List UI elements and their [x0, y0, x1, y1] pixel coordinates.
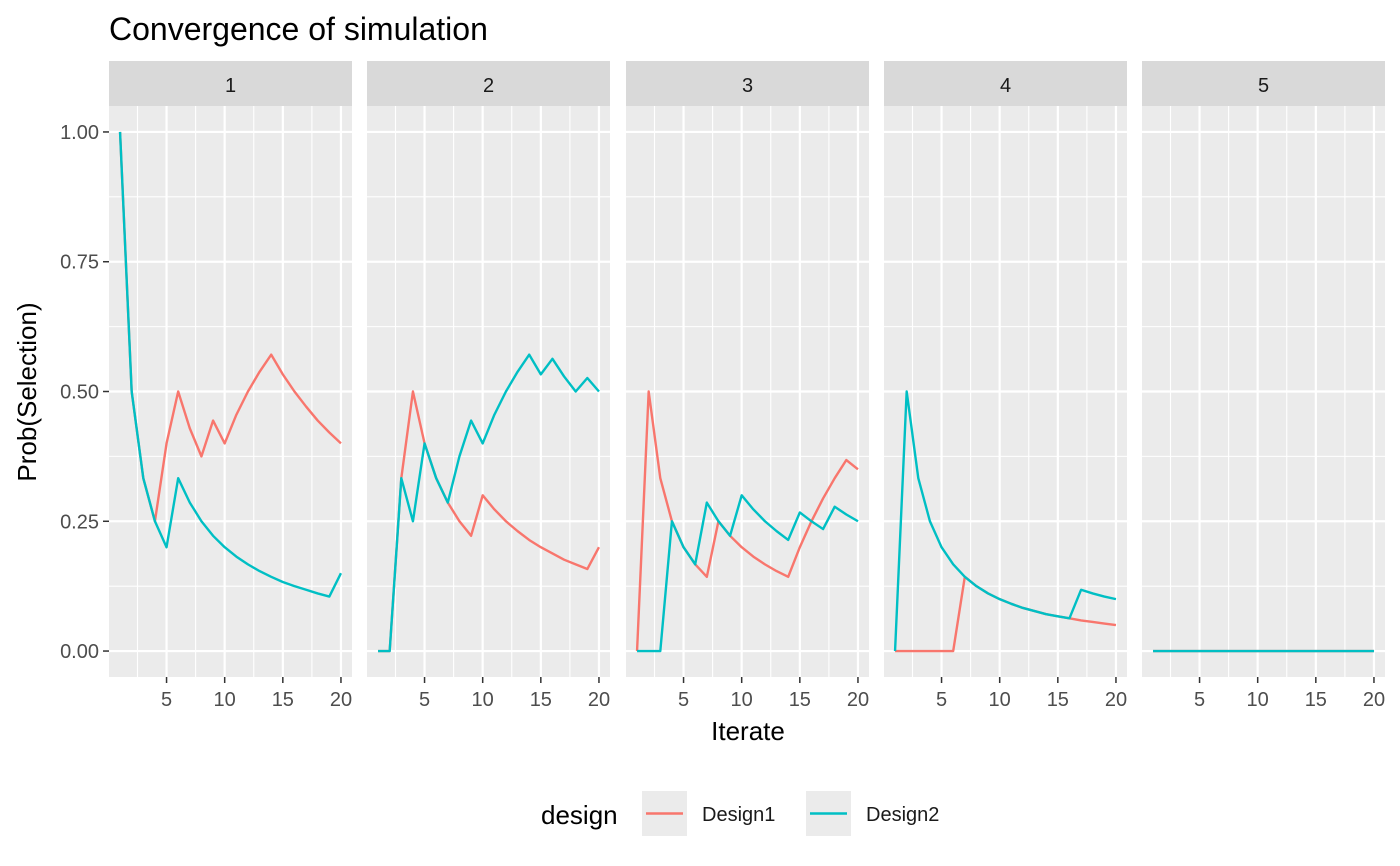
- facet-panel-4: 4 5 10 15 20: [884, 61, 1127, 711]
- series-line-design2: [637, 494, 859, 653]
- x-tick-label: 5: [161, 689, 172, 711]
- x-tick-label: 5: [936, 689, 947, 711]
- x-tick-label: 10: [1247, 689, 1269, 711]
- legend-title: design: [541, 800, 618, 830]
- facet-strip-label: 3: [742, 75, 753, 97]
- x-tick-label: 15: [789, 689, 811, 711]
- y-tick-label: 0.50: [60, 382, 99, 404]
- series-line-design2: [378, 353, 600, 653]
- facet-strip: [626, 61, 869, 106]
- legend-items: Design1 Design2: [642, 791, 939, 836]
- x-tick-label: 15: [530, 689, 552, 711]
- facet-strip-label: 1: [225, 75, 236, 97]
- facet-strip-label: 5: [1258, 75, 1269, 97]
- legend: design Design1 Design2: [541, 791, 939, 836]
- x-tick-label: 5: [678, 689, 689, 711]
- legend-item-design2: Design2: [806, 791, 939, 836]
- legend-item-design1: Design1: [642, 791, 775, 836]
- facet-strip: [1142, 61, 1385, 106]
- facet-panel-5: 5 5 10 15 20: [1142, 61, 1385, 711]
- chart-title: Convergence of simulation: [109, 11, 488, 47]
- x-tick-label: 20: [847, 689, 869, 711]
- facet-panel-2: 2 5 10 15 20: [367, 61, 610, 711]
- y-tick-label: 1.00: [60, 122, 99, 144]
- x-tick-label: 10: [989, 689, 1011, 711]
- x-tick-label: 10: [472, 689, 494, 711]
- series-line-design1: [118, 131, 342, 523]
- legend-label: Design1: [702, 804, 775, 826]
- facet-panel-1: 15 10 15 20: [109, 61, 352, 711]
- x-axis-label: Iterate: [711, 716, 785, 746]
- legend-label: Design2: [866, 804, 939, 826]
- x-tick-label: 15: [272, 689, 294, 711]
- y-tick-label: 0.00: [60, 641, 99, 663]
- series-line-design1: [378, 390, 601, 653]
- series-line-design2: [118, 131, 343, 598]
- y-axis-label: Prob(Selection): [12, 302, 42, 481]
- x-tick-label: 20: [588, 689, 610, 711]
- x-tick-label: 20: [330, 689, 352, 711]
- facet-strip: [884, 61, 1127, 106]
- facet-panel-3: 3 5 10 15 20: [626, 61, 869, 711]
- y-tick-label: 0.25: [60, 511, 99, 533]
- y-tick-label: 0.75: [60, 252, 99, 274]
- facet-strip: [109, 61, 352, 106]
- x-tick-label: 15: [1047, 689, 1069, 711]
- facet-strip-label: 2: [483, 75, 494, 97]
- x-tick-label: 20: [1105, 689, 1127, 711]
- series-line-design2: [893, 390, 1117, 652]
- facet-strip: [367, 61, 610, 106]
- x-tick-label: 20: [1363, 689, 1385, 711]
- facet-strip-label: 4: [1000, 75, 1011, 97]
- x-tick-label: 5: [1194, 689, 1205, 711]
- x-tick-label: 5: [419, 689, 430, 711]
- y-axis: 0.00 0.25 0.50 0.75 1.00: [60, 122, 109, 663]
- x-tick-label: 10: [214, 689, 236, 711]
- x-tick-label: 10: [731, 689, 753, 711]
- x-tick-label: 15: [1305, 689, 1327, 711]
